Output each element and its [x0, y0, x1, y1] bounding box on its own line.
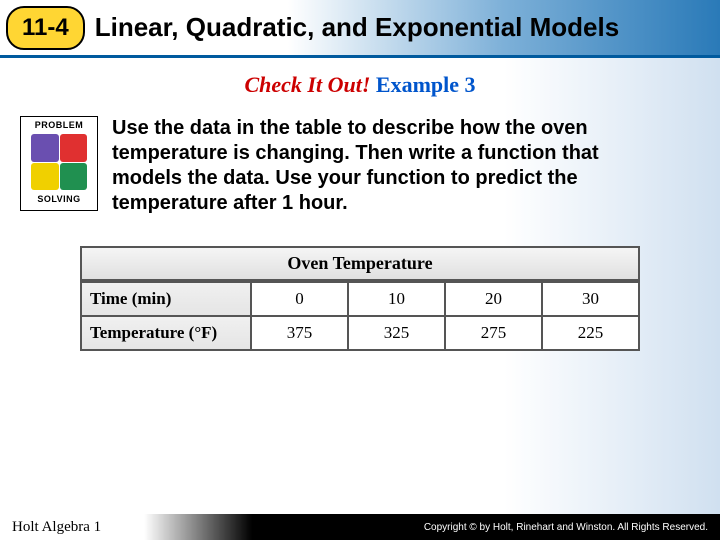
oven-table-wrap: Oven Temperature Time (min) 0 10 20 30 T… [80, 246, 640, 351]
check-it-out-label: Check It Out! [244, 72, 370, 97]
footer-book-title: Holt Algebra 1 [12, 519, 101, 536]
table-cell: 20 [445, 282, 542, 316]
row-label-time: Time (min) [81, 282, 251, 316]
table-cell: 30 [542, 282, 639, 316]
table-row: Time (min) 0 10 20 30 [81, 282, 639, 316]
chapter-title: Linear, Quadratic, and Exponential Model… [95, 14, 619, 41]
table-row: Temperature (°F) 375 325 275 225 [81, 316, 639, 350]
problem-solving-icon: PROBLEM SOLVING [20, 116, 98, 211]
example-number-label: Example 3 [376, 72, 476, 97]
table-cell: 275 [445, 316, 542, 350]
table-cell: 225 [542, 316, 639, 350]
table-cell: 325 [348, 316, 445, 350]
table-cell: 375 [251, 316, 348, 350]
puzzle-piece [60, 163, 88, 191]
check-it-out-heading: Check It Out! Example 3 [0, 72, 720, 98]
footer-copyright: Copyright © by Holt, Rinehart and Winsto… [424, 522, 708, 533]
table-cell: 10 [348, 282, 445, 316]
content-row: PROBLEM SOLVING Use the data in the tabl… [0, 116, 720, 216]
slide-footer: Holt Algebra 1 Copyright © by Holt, Rine… [0, 514, 720, 540]
slide-header: 11-4 Linear, Quadratic, and Exponential … [0, 0, 720, 58]
instructions-text: Use the data in the table to describe ho… [112, 116, 672, 216]
puzzle-piece [31, 163, 59, 191]
row-label-temp: Temperature (°F) [81, 316, 251, 350]
puzzle-piece [60, 134, 88, 162]
chapter-number-badge: 11-4 [6, 6, 85, 50]
problem-label-top: PROBLEM [35, 120, 84, 130]
puzzle-icon [31, 134, 87, 190]
oven-temperature-table: Time (min) 0 10 20 30 Temperature (°F) 3… [80, 281, 640, 351]
problem-label-bottom: SOLVING [37, 194, 80, 204]
table-cell: 0 [251, 282, 348, 316]
table-title: Oven Temperature [80, 246, 640, 281]
puzzle-piece [31, 134, 59, 162]
